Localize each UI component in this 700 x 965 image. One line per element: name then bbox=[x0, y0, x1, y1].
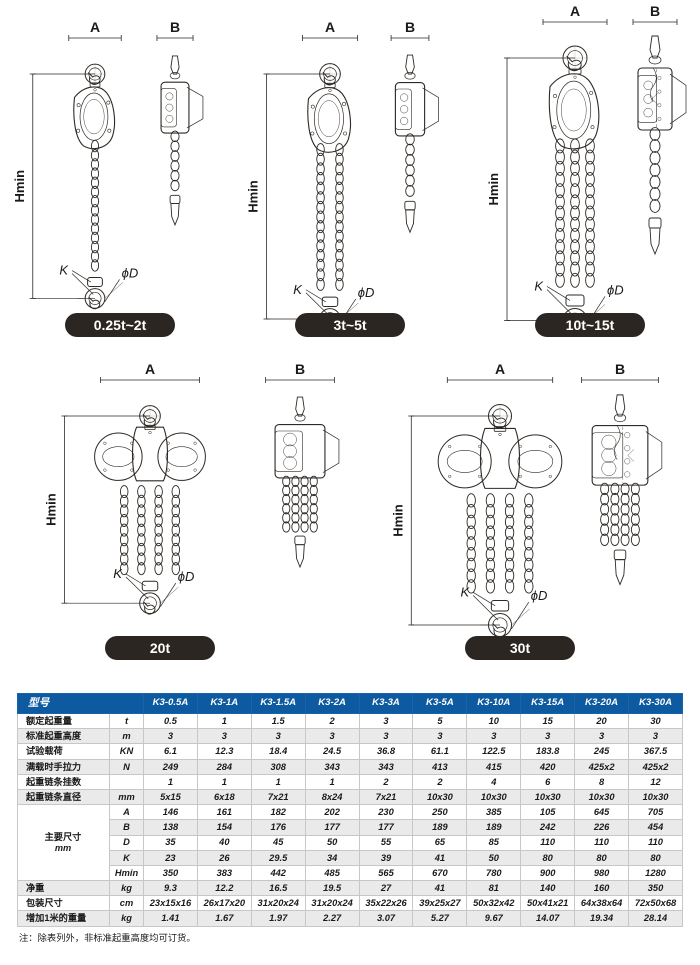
svg-text:A: A bbox=[145, 361, 155, 377]
svg-text:10t~15t: 10t~15t bbox=[566, 317, 615, 333]
svg-text:ϕD: ϕD bbox=[358, 285, 375, 300]
svg-text:K: K bbox=[534, 278, 544, 293]
svg-text:A: A bbox=[495, 361, 505, 377]
svg-text:20t: 20t bbox=[150, 640, 171, 656]
svg-text:K: K bbox=[59, 263, 69, 278]
svg-text:K: K bbox=[293, 282, 303, 297]
svg-text:ϕD: ϕD bbox=[122, 265, 139, 280]
svg-text:Hmin: Hmin bbox=[245, 180, 260, 213]
svg-text:30t: 30t bbox=[510, 640, 531, 656]
svg-text:B: B bbox=[170, 19, 180, 35]
svg-text:0.25t~2t: 0.25t~2t bbox=[94, 317, 147, 333]
svg-text:K: K bbox=[113, 566, 123, 581]
svg-text:ϕD: ϕD bbox=[178, 569, 195, 584]
svg-text:ϕD: ϕD bbox=[607, 282, 624, 297]
svg-text:Hmin: Hmin bbox=[12, 170, 27, 203]
svg-text:B: B bbox=[615, 361, 625, 377]
svg-text:Hmin: Hmin bbox=[390, 504, 405, 537]
svg-text:Hmin: Hmin bbox=[486, 173, 501, 206]
svg-text:Hmin: Hmin bbox=[43, 493, 58, 526]
svg-text:B: B bbox=[405, 19, 415, 35]
svg-text:A: A bbox=[90, 19, 100, 35]
svg-text:A: A bbox=[570, 3, 580, 19]
svg-text:B: B bbox=[650, 3, 660, 19]
svg-text:3t~5t: 3t~5t bbox=[333, 317, 366, 333]
svg-text:K: K bbox=[460, 584, 470, 599]
svg-text:A: A bbox=[325, 19, 335, 35]
svg-text:ϕD: ϕD bbox=[531, 588, 548, 603]
svg-text:B: B bbox=[295, 361, 305, 377]
